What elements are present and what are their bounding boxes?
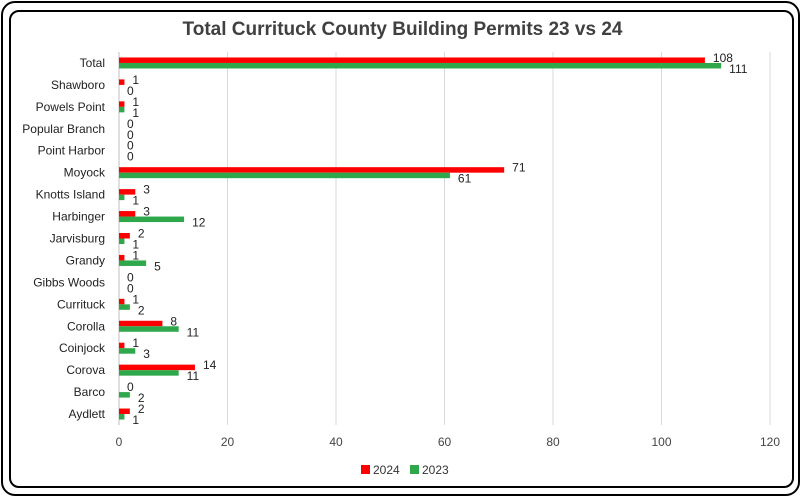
category-label: Shawboro (51, 78, 105, 92)
category-label: Gibbs Woods (33, 275, 105, 289)
bar-2023 (119, 62, 722, 69)
data-label-2023: 0 (127, 150, 134, 164)
bar-2024 (119, 79, 125, 85)
data-label-2024: 108 (713, 51, 733, 65)
data-label-2023: 1 (132, 238, 139, 252)
data-label-2024: 0 (127, 117, 134, 131)
x-tick-label: 0 (116, 435, 123, 449)
bar-2023 (119, 194, 125, 201)
bar-2024 (119, 167, 505, 173)
data-label-2023: 1 (132, 413, 139, 427)
category-label: Total (80, 56, 105, 70)
data-label-2023: 12 (192, 216, 206, 230)
data-label-2024: 3 (143, 183, 150, 197)
bar-2023 (119, 216, 185, 223)
bar-2024 (119, 57, 705, 63)
bar-2024 (119, 364, 195, 371)
data-label-2023: 2 (138, 303, 145, 317)
data-label-2023: 0 (127, 128, 134, 142)
outer-frame (1, 1, 800, 496)
category-label: Barco (74, 385, 106, 399)
category-label: Currituck (57, 297, 106, 311)
data-label-2023: 61 (458, 172, 472, 186)
inner-frame (9, 10, 794, 488)
category-label: Jarvisburg (50, 232, 105, 246)
bar-2023 (119, 304, 130, 310)
data-label-2024: 2 (138, 227, 145, 241)
bar-2023 (119, 348, 136, 354)
data-label-2023: 11 (187, 325, 200, 339)
bar-2023 (119, 106, 125, 113)
chart-title: Total Currituck County Building Permits … (182, 19, 623, 40)
data-label-2024: 14 (203, 358, 217, 372)
data-label-2023: 11 (187, 369, 200, 383)
data-label-2024: 0 (127, 270, 134, 284)
data-label-2024: 2 (138, 402, 145, 416)
x-tick-label: 60 (438, 435, 452, 449)
category-label: Corolla (67, 319, 105, 333)
bar-2023 (119, 414, 125, 420)
bar-2024 (119, 298, 125, 305)
category-label: Aydlett (69, 407, 106, 421)
category-label: Popular Branch (22, 122, 105, 136)
bar-2023 (119, 326, 179, 332)
data-label-2024: 3 (143, 205, 150, 219)
category-label: Grandy (66, 253, 105, 267)
data-label-2024: 1 (132, 248, 139, 262)
bar-2024 (119, 189, 136, 195)
data-label-2024: 1 (132, 73, 139, 87)
bar-2023 (119, 370, 179, 376)
legend-swatch-2024 (361, 465, 370, 474)
bar-2023 (119, 260, 147, 266)
bar-2024 (119, 342, 125, 349)
bar-2023 (119, 238, 125, 244)
category-label: Moyock (64, 166, 106, 180)
legend-label-2023: 2023 (422, 463, 449, 477)
x-tick-label: 20 (221, 435, 235, 449)
x-tick-label: 100 (651, 435, 671, 449)
category-label: Coinjock (59, 341, 106, 355)
category-label: Point Harbor (38, 144, 105, 158)
data-label-2023: 1 (132, 194, 139, 208)
bar-2024 (119, 254, 125, 261)
data-label-2024: 71 (512, 161, 526, 175)
data-label-2024: 1 (132, 95, 139, 109)
data-label-2023: 0 (127, 84, 134, 98)
legend-label-2024: 2024 (373, 463, 400, 477)
data-label-2023: 0 (127, 281, 134, 295)
data-label-2024: 8 (170, 314, 177, 328)
x-tick-label: 80 (546, 435, 560, 449)
bar-2024 (119, 101, 125, 107)
bar-2023 (119, 172, 450, 179)
x-tick-label: 40 (329, 435, 343, 449)
category-label: Powels Point (36, 100, 106, 114)
category-label: Knotts Island (36, 188, 105, 202)
data-label-2023: 111 (729, 62, 748, 76)
data-label-2024: 1 (132, 336, 139, 350)
legend-swatch-2023 (410, 465, 419, 474)
bar-2023 (119, 392, 130, 398)
x-tick-label: 120 (760, 435, 780, 449)
bar-2024 (119, 408, 130, 415)
bar-2024 (119, 211, 136, 217)
data-label-2024: 0 (127, 139, 134, 153)
data-label-2024: 1 (132, 292, 139, 306)
bar-2024 (119, 233, 130, 239)
category-label: Harbinger (52, 210, 105, 224)
category-label: Corova (66, 363, 105, 377)
data-label-2023: 3 (143, 347, 150, 361)
data-label-2023: 2 (138, 391, 145, 405)
data-label-2024: 0 (127, 380, 134, 394)
data-label-2023: 5 (154, 259, 161, 273)
bar-2024 (119, 320, 163, 327)
data-label-2023: 1 (132, 106, 139, 120)
